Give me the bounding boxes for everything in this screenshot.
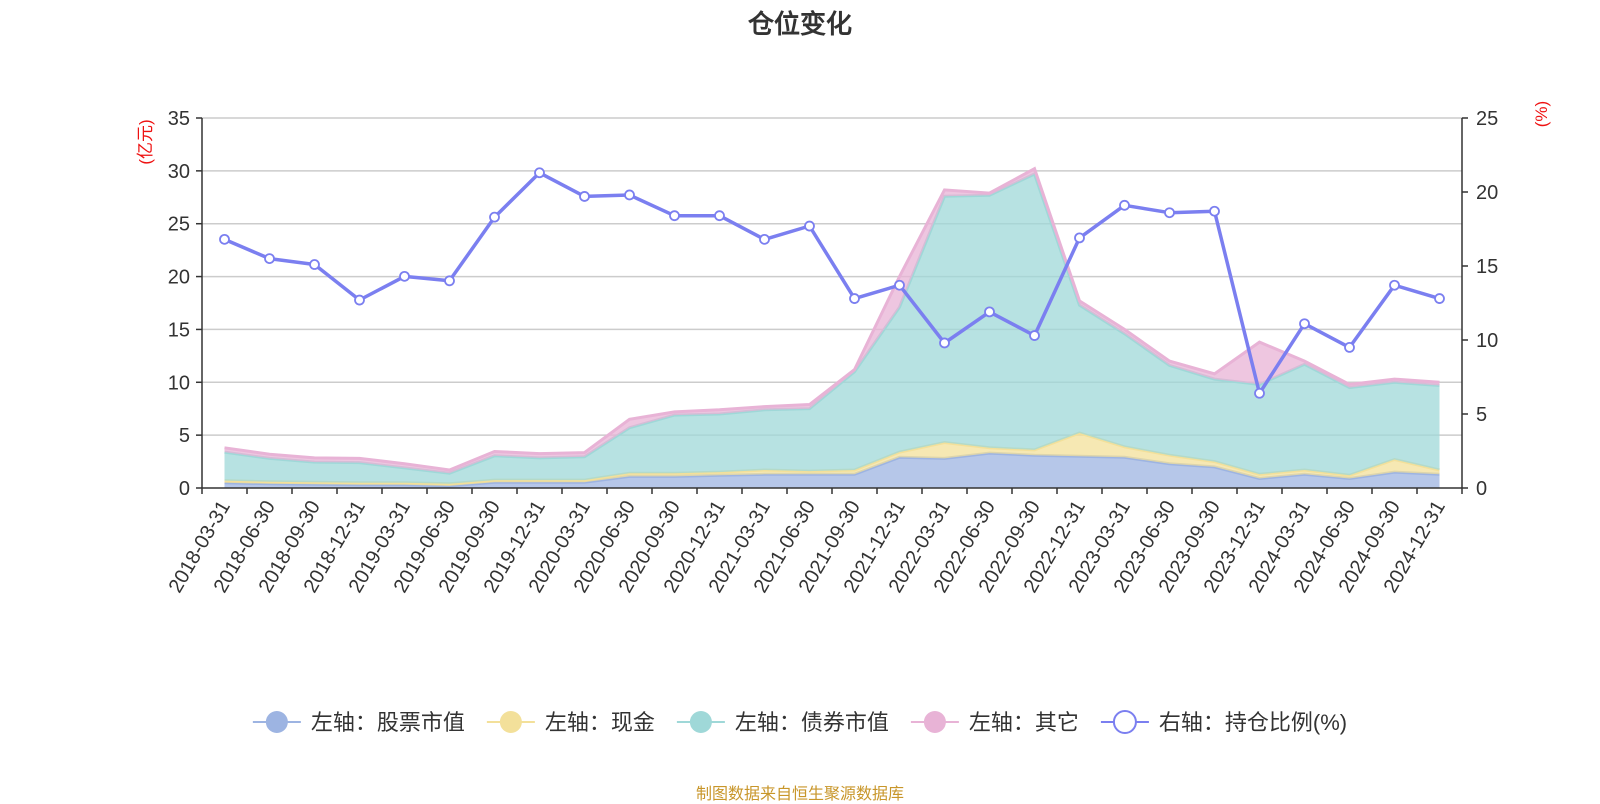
holding-ratio-point (354, 294, 365, 306)
left-axis-tick-label: 35 (168, 108, 190, 130)
legend-marker (1112, 710, 1137, 734)
legend-label: 右轴：持仓比例(%) (1159, 710, 1347, 735)
legend-marker (265, 711, 288, 733)
data-source-note: 制图数据来自恒生聚源数据库 (695, 786, 904, 803)
left-axis-tick-label: 0 (179, 478, 190, 500)
legend-marker (923, 711, 946, 733)
right-axis-tick-label: 10 (1476, 330, 1498, 352)
holding-ratio-point (1299, 318, 1310, 330)
legend-item: 左轴：其它 (910, 710, 1079, 735)
chart-title: 仓位变化 (747, 9, 852, 39)
left-axis-unit-label: (亿元) (136, 119, 155, 164)
right-axis-tick-label: 5 (1476, 404, 1487, 426)
left-axis-tick-label: 15 (168, 319, 190, 341)
area-series-0 (224, 453, 1440, 488)
holding-ratio-point (489, 211, 500, 223)
holding-ratio-point (1164, 207, 1175, 219)
holding-ratio-point (309, 259, 320, 270)
holding-ratio-line (223, 171, 1440, 396)
holding-ratio-point (579, 191, 590, 202)
holding-ratio-point (939, 337, 950, 349)
holding-ratio-point (219, 233, 230, 245)
legend-label: 左轴：股票市值 (311, 710, 465, 735)
holding-ratio-point (1029, 330, 1040, 341)
area-series-edge-3 (224, 166, 1440, 472)
right-axis-tick-label: 0 (1476, 478, 1487, 500)
area-series-2 (224, 174, 1440, 484)
holding-ratio-point (1074, 232, 1085, 244)
holding-ratio-point (1209, 205, 1220, 217)
left-axis-tick-label: 30 (168, 161, 190, 183)
right-axis-tick-label: 25 (1476, 108, 1498, 130)
holding-ratio-point (714, 210, 725, 222)
holding-ratio-point (1434, 293, 1445, 304)
right-axis-tick-label: 15 (1476, 256, 1498, 278)
legend-label: 左轴：其它 (969, 710, 1079, 735)
legend-label: 左轴：现金 (545, 710, 655, 735)
holding-ratio-point (669, 210, 680, 222)
legend-marker (689, 711, 712, 733)
legend-item: 左轴：股票市值 (252, 710, 465, 735)
holding-ratio-point (1119, 199, 1130, 211)
holding-ratio-point (399, 270, 410, 282)
left-axis-tick-label: 20 (168, 267, 190, 289)
holding-ratio-point (624, 189, 635, 201)
holding-ratio-point (444, 275, 455, 287)
holding-ratio-point (894, 279, 905, 291)
legend-label: 左轴：债券市值 (735, 710, 889, 735)
holding-ratio-point (1389, 279, 1400, 291)
holding-ratio-point (849, 293, 860, 304)
holding-ratio-point (759, 233, 770, 245)
right-axis-tick-label: 20 (1476, 182, 1498, 204)
holding-ratio-point (804, 220, 815, 232)
left-axis-tick-label: 5 (179, 425, 190, 447)
legend-item: 右轴：持仓比例(%) (1100, 710, 1347, 735)
legend-item: 左轴：现金 (486, 710, 655, 735)
holding-ratio-point (534, 167, 545, 179)
legend-marker (499, 711, 522, 733)
holding-ratio-point (1254, 387, 1265, 399)
left-axis-tick-label: 25 (168, 214, 190, 236)
holding-ratio-point (984, 306, 995, 318)
legend-item: 左轴：债券市值 (676, 710, 889, 735)
left-axis-tick-label: 10 (168, 372, 190, 394)
right-axis-unit-label: (%) (1532, 101, 1551, 127)
holding-ratio-point (1344, 341, 1355, 353)
holding-ratio-point (264, 253, 275, 265)
